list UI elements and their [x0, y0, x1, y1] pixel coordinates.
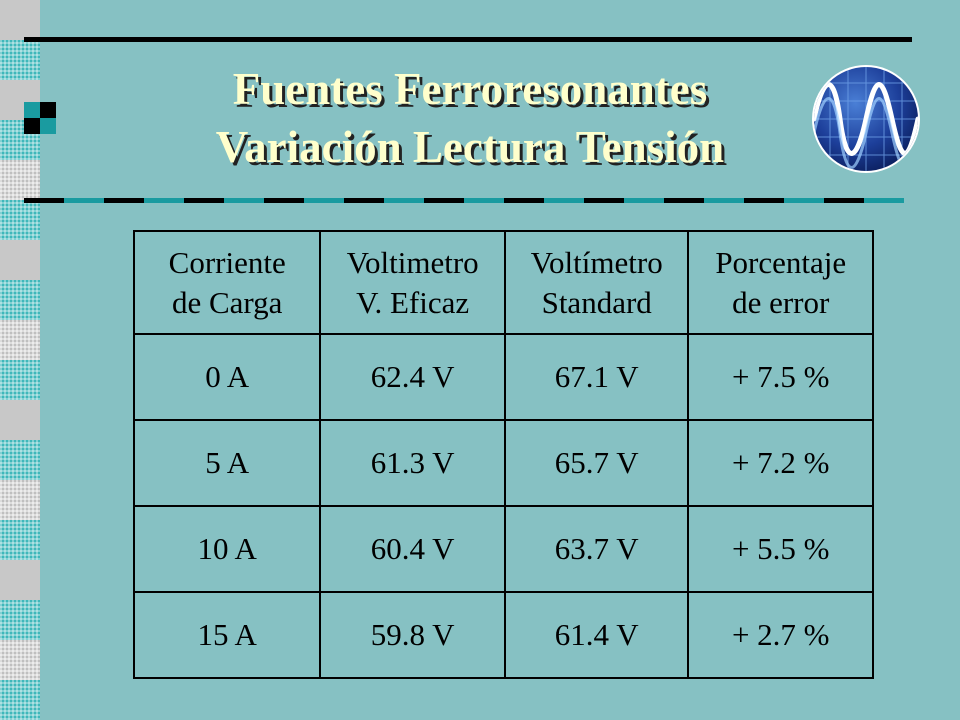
table-cell: 15 A [132, 591, 322, 679]
table-cell: + 7.2 % [687, 419, 874, 507]
top-divider [24, 37, 912, 42]
voltage-reading-table: Corriente de Carga Voltimetro V. Eficaz Vo… [132, 230, 874, 679]
table-row: 10 A 60.4 V 63.7 V + 5.5 % [132, 505, 874, 593]
table-header-row: Corriente de Carga Voltimetro V. Eficaz Vo… [132, 230, 874, 335]
table-cell: 0 A [132, 333, 322, 421]
table-row: 5 A 61.3 V 65.7 V + 7.2 % [132, 419, 874, 507]
table-cell: 59.8 V [319, 591, 506, 679]
table-cell: 67.1 V [503, 333, 690, 421]
oscilloscope-globe-logo-icon [810, 63, 922, 175]
table-cell: 61.3 V [319, 419, 506, 507]
table-cell: 10 A [132, 505, 322, 593]
table-cell: + 7.5 % [687, 333, 874, 421]
table-cell: + 2.7 % [687, 591, 874, 679]
decorative-side-strip [0, 0, 40, 720]
slide-title: Fuentes Ferroresonantes Variación Lectur… [110, 60, 830, 176]
table-cell: 60.4 V [319, 505, 506, 593]
header-cell: Porcentaje de error [687, 230, 874, 335]
title-line-2: Variación Lectura Tensión [215, 122, 725, 172]
table-cell: 61.4 V [503, 591, 690, 679]
table-cell: 62.4 V [319, 333, 506, 421]
table-row: 0 A 62.4 V 67.1 V + 7.5 % [132, 333, 874, 421]
table-row: 15 A 59.8 V 61.4 V + 2.7 % [132, 591, 874, 679]
table-cell: 5 A [132, 419, 322, 507]
header-cell: Corriente de Carga [132, 230, 322, 335]
header-cell: Voltimetro V. Eficaz [319, 230, 506, 335]
table-cell: 63.7 V [503, 505, 690, 593]
dashed-divider [24, 198, 904, 203]
table-cell: 65.7 V [503, 419, 690, 507]
header-cell: Voltímetro Standard [503, 230, 690, 335]
title-line-1: Fuentes Ferroresonantes [232, 64, 708, 114]
table-cell: + 5.5 % [687, 505, 874, 593]
